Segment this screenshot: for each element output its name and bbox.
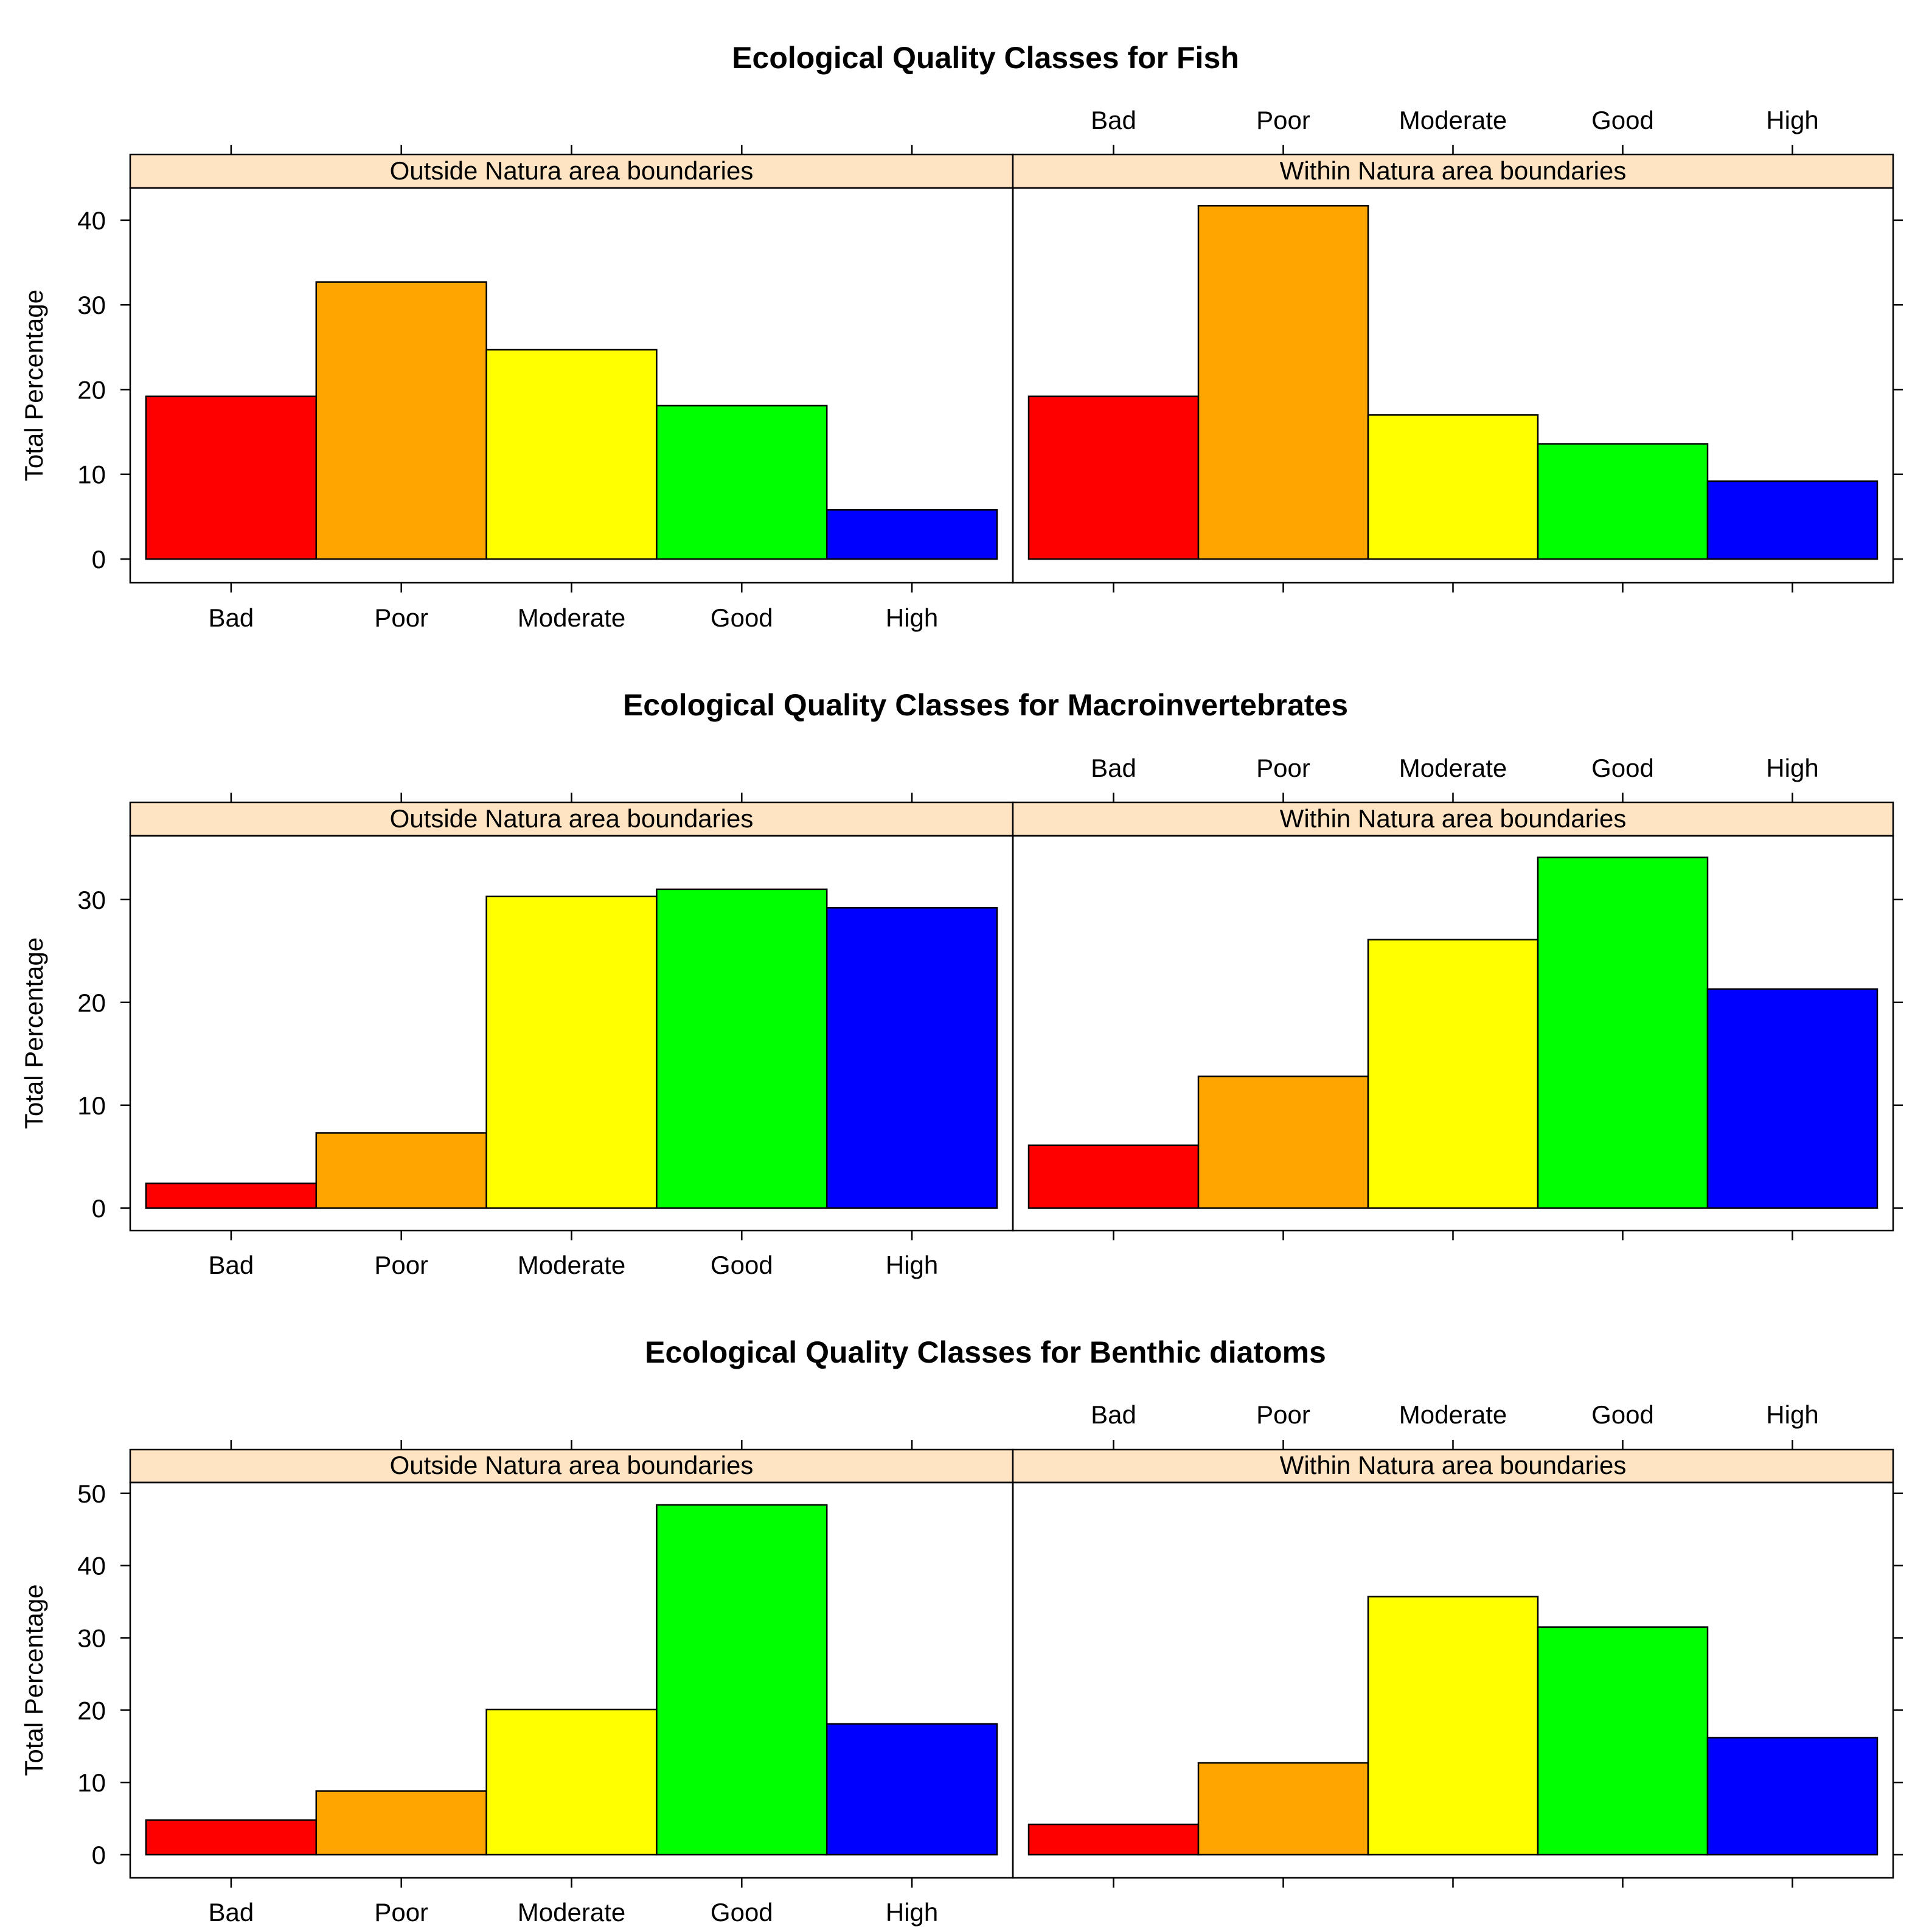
x-tick-label: Poor [1256, 1400, 1310, 1429]
y-tick-label: 0 [92, 1194, 106, 1223]
y-tick-label: 20 [77, 1696, 106, 1725]
chart-3: Ecological Quality Classes for Benthic d… [19, 1335, 1903, 1927]
bar-high [1706, 988, 1879, 1209]
bar-moderate [1367, 939, 1539, 1209]
x-tick-label: Moderate [1399, 1400, 1507, 1429]
y-tick-label: 50 [77, 1479, 106, 1508]
bar-high [1706, 1737, 1879, 1856]
y-axis-label: Total Percentage [19, 290, 48, 481]
y-tick-label: 20 [77, 375, 106, 404]
x-tick-label: High [886, 1251, 938, 1279]
bar-high [1706, 480, 1879, 560]
x-tick-label: Moderate [1399, 754, 1507, 782]
y-tick-label: 40 [77, 206, 106, 235]
chart-2: Ecological Quality Classes for Macroinve… [19, 688, 1903, 1279]
y-axis-label: Total Percentage [19, 1584, 48, 1776]
bar-bad [1027, 1144, 1200, 1209]
x-tick-label: Bad [209, 603, 254, 632]
x-tick-label: Good [711, 1898, 773, 1927]
y-tick-label: 30 [77, 291, 106, 319]
x-tick-label: High [886, 603, 938, 632]
y-tick-label: 0 [92, 545, 106, 574]
y-tick-label: 10 [77, 1091, 106, 1120]
bar-high [825, 1723, 998, 1856]
bar-bad [1027, 1823, 1200, 1856]
y-axis-label: Total Percentage [19, 937, 48, 1129]
y-tick-label: 20 [77, 989, 106, 1017]
chart-title: Ecological Quality Classes for Macroinve… [623, 688, 1348, 722]
y-tick-label: 30 [77, 886, 106, 914]
strip-label: Outside Natura area boundaries [390, 156, 754, 185]
strip-label: Outside Natura area boundaries [390, 1451, 754, 1479]
y-tick-label: 10 [77, 460, 106, 489]
chart-title: Ecological Quality Classes for Fish [732, 41, 1239, 75]
bar-bad [1027, 395, 1200, 560]
x-tick-label: Bad [209, 1898, 254, 1927]
x-tick-label: Poor [374, 603, 428, 632]
y-tick-label: 10 [77, 1768, 106, 1797]
panel-outside: Outside Natura area boundaries Bad Poor Mod… [77, 145, 1014, 632]
x-tick-label: Poor [1256, 106, 1310, 134]
x-tick-label: Poor [1256, 754, 1310, 782]
bar-poor [1197, 204, 1369, 560]
x-tick-label: High [886, 1898, 938, 1927]
chart-1: Ecological Quality Classes for Fish Total… [19, 41, 1903, 632]
bar-poor [1197, 1075, 1369, 1209]
x-tick-label: Moderate [518, 1251, 625, 1279]
panel-within: Within Natura area boundaries Bad Poor Mode… [1012, 754, 1903, 1240]
bar-good [1537, 1626, 1709, 1856]
y-tick-label: 30 [77, 1624, 106, 1652]
x-tick-label: High [1766, 106, 1818, 134]
strip [129, 153, 1014, 189]
strip-label: Within Natura area boundaries [1280, 156, 1627, 185]
strip [1012, 1448, 1894, 1484]
bar-bad [145, 1819, 318, 1856]
x-tick-label: Good [711, 603, 773, 632]
panel-within: Within Natura area boundaries Bad Poor Mode… [1012, 1400, 1903, 1888]
x-tick-label: Good [1591, 1400, 1654, 1429]
bar-poor [315, 1790, 487, 1856]
bar-moderate [485, 895, 658, 1209]
bar-high [825, 907, 998, 1209]
bar-good [656, 1504, 828, 1856]
x-tick-label: Moderate [1399, 106, 1507, 134]
bar-good [656, 888, 828, 1209]
x-tick-label: High [1766, 754, 1818, 782]
bar-good [1537, 857, 1709, 1209]
x-tick-label: Poor [374, 1251, 428, 1279]
x-tick-label: Moderate [518, 1898, 625, 1927]
chart-title: Ecological Quality Classes for Benthic d… [645, 1335, 1326, 1369]
x-tick-label: Moderate [518, 603, 625, 632]
bar-bad [145, 1183, 318, 1209]
x-tick-label: Good [1591, 106, 1654, 134]
strip-label: Within Natura area boundaries [1280, 804, 1627, 833]
x-tick-label: Bad [1091, 106, 1136, 134]
strip-label: Outside Natura area boundaries [390, 804, 754, 833]
bar-poor [315, 1132, 487, 1209]
panel-outside: Outside Natura area boundaries Bad Poor Mod… [77, 1440, 1014, 1927]
panel-within: Within Natura area boundaries Bad Poor Mode… [1012, 106, 1903, 592]
x-tick-label: Bad [209, 1251, 254, 1279]
x-tick-label: High [1766, 1400, 1818, 1429]
bar-poor [315, 281, 487, 560]
bar-good [656, 405, 828, 560]
bar-high [825, 509, 998, 560]
x-tick-label: Good [711, 1251, 773, 1279]
strip-label: Within Natura area boundaries [1280, 1451, 1627, 1479]
y-tick-label: 0 [92, 1841, 106, 1869]
bar-moderate [485, 349, 658, 560]
x-tick-label: Bad [1091, 1400, 1136, 1429]
x-tick-label: Good [1591, 754, 1654, 782]
x-tick-label: Bad [1091, 754, 1136, 782]
bar-moderate [1367, 1596, 1539, 1856]
x-tick-label: Poor [374, 1898, 428, 1927]
y-tick-label: 40 [77, 1552, 106, 1580]
bar-moderate [485, 1708, 658, 1856]
bar-good [1537, 443, 1709, 560]
panel-outside: Outside Natura area boundaries Bad Poor Mod… [77, 793, 1014, 1279]
bar-poor [1197, 1762, 1369, 1856]
bar-moderate [1367, 414, 1539, 560]
bar-bad [145, 395, 318, 560]
